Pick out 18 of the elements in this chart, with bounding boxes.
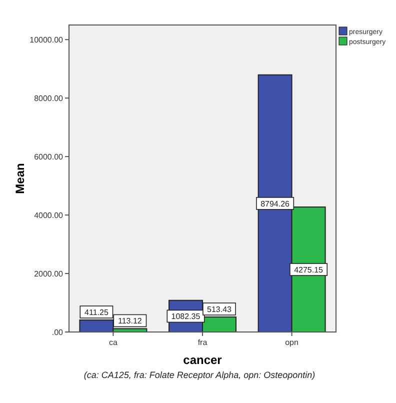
- x-tick-label: fra: [198, 338, 208, 347]
- data-label: 4275.15: [294, 266, 324, 274]
- y-tick-label: 2000.00: [34, 270, 64, 279]
- y-tick-label: 4000.00: [34, 211, 64, 220]
- data-label: 1082.35: [171, 312, 201, 322]
- x-tick-label: ca: [108, 338, 118, 347]
- data-label: 8794.26: [260, 199, 290, 208]
- y-axis-title: Mean: [13, 163, 27, 194]
- y-tick-label: 6000.00: [34, 152, 64, 162]
- x-tick-label: opn: [285, 338, 298, 347]
- data-label: 513.43: [207, 304, 232, 314]
- data-label: 411.25: [84, 308, 109, 317]
- y-tick-label: 8000.00: [34, 94, 64, 104]
- y-tick-label: 10000.00: [30, 36, 64, 45]
- y-tick-label: .00: [52, 328, 64, 337]
- x-axis-title: cancer: [183, 353, 222, 367]
- data-label: 113.12: [118, 316, 142, 326]
- text: (ca: CA125, fra: Folate Receptor Alpha, opn: Osteopontin): [84, 370, 316, 380]
